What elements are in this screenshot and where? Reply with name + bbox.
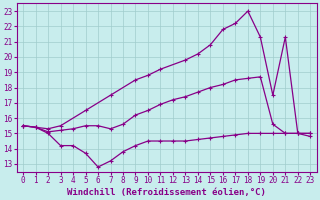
X-axis label: Windchill (Refroidissement éolien,°C): Windchill (Refroidissement éolien,°C) — [67, 188, 266, 197]
